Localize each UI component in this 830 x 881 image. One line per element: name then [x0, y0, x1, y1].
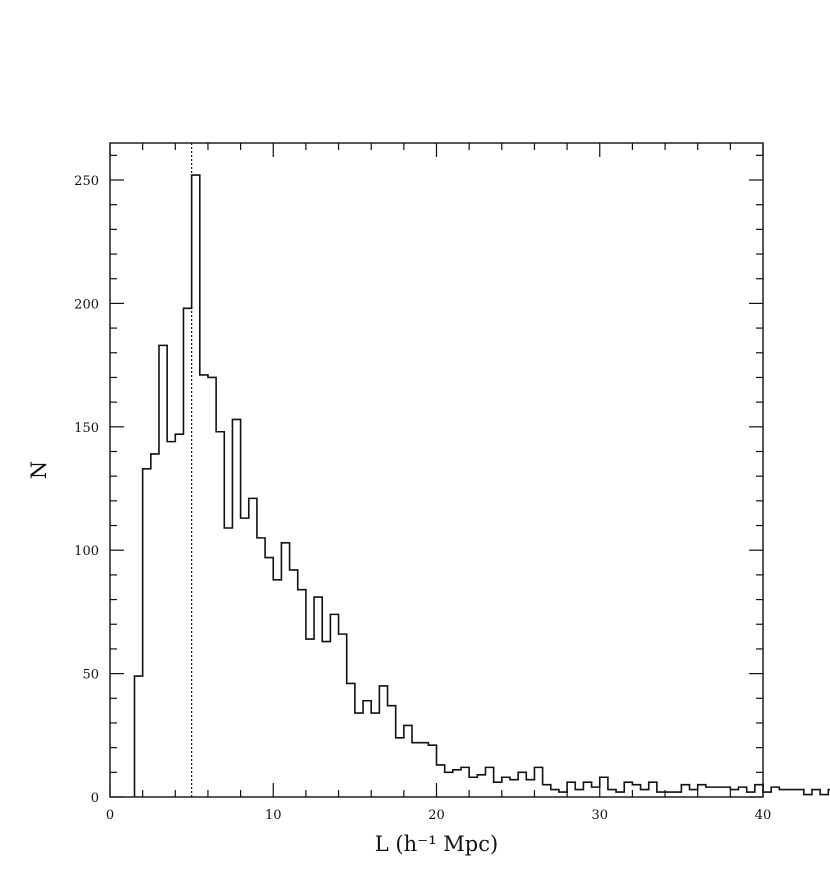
x-tick-label: 30 — [591, 808, 608, 823]
x-tick-label: 20 — [428, 808, 445, 823]
y-axis-label: N — [27, 461, 51, 479]
y-tick-label: 50 — [82, 668, 99, 683]
x-axis-label: L (h⁻¹ Mpc) — [375, 832, 498, 856]
y-tick-label: 250 — [74, 174, 99, 189]
major-ticks — [109, 143, 764, 798]
x-tick-label: 40 — [755, 808, 772, 823]
x-tick-label: 0 — [106, 808, 114, 823]
plot-frame — [109, 142, 764, 798]
y-tick-label: 100 — [74, 544, 99, 559]
y-tick-labels: 0 50 100 150 200 250 — [74, 174, 99, 806]
y-tick-label: 200 — [74, 297, 99, 312]
minor-ticks — [110, 143, 763, 797]
x-tick-labels: 0 10 20 30 40 — [106, 808, 771, 823]
y-tick-label: 150 — [74, 421, 99, 436]
y-tick-label: 0 — [91, 791, 99, 806]
x-tick-label: 10 — [265, 808, 282, 823]
histogram-series — [133, 174, 830, 797]
